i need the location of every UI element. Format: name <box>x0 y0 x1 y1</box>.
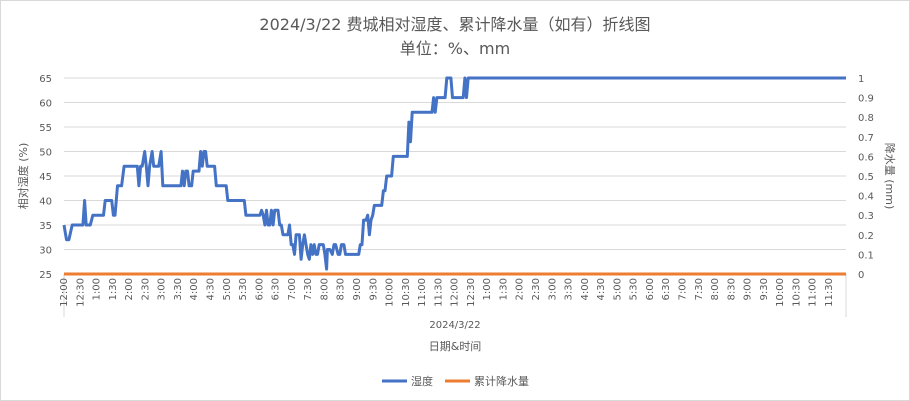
x-tick-23: 11:30 <box>433 278 444 307</box>
x-tick-14: 7:00 <box>287 278 298 300</box>
x-tick-22: 11:00 <box>417 278 428 307</box>
x-tick-12: 6:00 <box>254 278 265 300</box>
x-tick-38: 7:00 <box>678 278 689 300</box>
y-right-tick-0.3: 0.3 <box>858 211 874 222</box>
x-tick-36: 6:00 <box>645 278 656 300</box>
legend: 湿度 累计降水量 <box>382 374 529 388</box>
x-tick-34: 5:00 <box>612 278 623 300</box>
chart-title: 2024/3/22 费城相对湿度、累计降水量（如有）折线图 <box>259 15 650 34</box>
x-tick-41: 8:30 <box>726 278 737 300</box>
chart-subtitle: 单位：%、mm <box>400 39 510 58</box>
x-tick-47: 11:30 <box>824 278 835 307</box>
y-right-tick-0.4: 0.4 <box>858 192 874 203</box>
x-tick-26: 1:00 <box>482 278 493 300</box>
y-right-tick-1: 1 <box>858 74 864 85</box>
x-tick-5: 2:30 <box>140 278 151 300</box>
x-tick-39: 7:30 <box>694 278 705 300</box>
y-left-tick-45: 45 <box>39 172 52 183</box>
y-right-tick-0.6: 0.6 <box>858 152 874 163</box>
x-tick-13: 6:30 <box>271 278 282 300</box>
x-tick-10: 5:00 <box>222 278 233 300</box>
x-tick-45: 10:30 <box>791 278 802 307</box>
x-tick-35: 5:30 <box>629 278 640 300</box>
y-left-tick-50: 50 <box>39 148 52 159</box>
y-right-tick-0.2: 0.2 <box>858 231 874 242</box>
x-tick-6: 3:00 <box>157 278 168 300</box>
x-axis: 12:00 12:30 1:00 1:30 2:00 2:30 3:00 3:30 4:00 4:… <box>59 274 847 317</box>
x-tick-40: 8:00 <box>710 278 721 300</box>
x-tick-19: 9:30 <box>368 278 379 300</box>
y-right-tick-0.8: 0.8 <box>858 113 874 124</box>
x-tick-44: 10:00 <box>775 278 786 307</box>
y-left-tick-25: 25 <box>39 270 52 281</box>
legend-label-precip: 累计降水量 <box>474 374 529 388</box>
x-tick-4: 2:00 <box>124 278 135 300</box>
x-tick-46: 11:00 <box>808 278 819 307</box>
legend-label-humidity: 湿度 <box>411 374 433 388</box>
x-tick-30: 3:00 <box>547 278 558 300</box>
x-axis-group-label: 2024/3/22 <box>429 320 480 331</box>
x-tick-31: 3:30 <box>564 278 575 300</box>
gridlines <box>64 77 846 275</box>
x-tick-9: 4:30 <box>205 278 216 300</box>
x-tick-21: 10:30 <box>401 278 412 307</box>
x-tick-43: 9:30 <box>759 278 770 300</box>
series-line-0 <box>62 76 846 271</box>
x-tick-16: 8:00 <box>319 278 330 300</box>
x-tick-1: 12:30 <box>75 278 86 307</box>
series-group <box>62 76 846 276</box>
y-right-tick-0.1: 0.1 <box>858 250 874 261</box>
y-right-tick-0.5: 0.5 <box>858 172 874 183</box>
x-tick-20: 10:00 <box>385 278 396 307</box>
x-tick-11: 5:30 <box>238 278 249 300</box>
x-tick-25: 12:30 <box>466 278 477 307</box>
x-tick-32: 4:00 <box>580 278 591 300</box>
y-axis-right-label: 降水量 (mm) <box>883 143 897 210</box>
y-left-tick-60: 60 <box>39 99 52 110</box>
y-left-tick-40: 40 <box>39 197 52 208</box>
x-tick-3: 1:30 <box>108 278 119 300</box>
x-tick-29: 2:30 <box>531 278 542 300</box>
x-tick-7: 3:30 <box>173 278 184 300</box>
y-left-tick-35: 35 <box>39 221 52 232</box>
y-axis-left-label: 相对湿度 (%) <box>16 143 30 210</box>
y-left-tick-55: 55 <box>39 123 52 134</box>
y-left-tick-65: 65 <box>39 74 52 85</box>
x-tick-28: 2:00 <box>515 278 526 300</box>
x-tick-17: 8:30 <box>336 278 347 300</box>
y-left-tick-30: 30 <box>39 246 52 257</box>
y-right-tick-0.9: 0.9 <box>858 94 874 105</box>
x-tick-2: 1:00 <box>92 278 103 300</box>
y-right-tick-0: 0 <box>858 270 864 281</box>
x-tick-15: 7:30 <box>303 278 314 300</box>
x-tick-18: 9:00 <box>352 278 363 300</box>
y-axis-right: 0 0.1 0.2 0.3 0.4 0.5 0.6 0.7 0.8 0.9 1 <box>858 74 874 281</box>
y-right-tick-0.7: 0.7 <box>858 133 874 144</box>
y-axis-left: 25 30 35 40 45 50 55 60 65 <box>39 74 52 281</box>
x-tick-33: 4:30 <box>596 278 607 300</box>
x-tick-8: 4:00 <box>189 278 200 300</box>
x-tick-27: 1:30 <box>498 278 509 300</box>
x-tick-37: 6:30 <box>661 278 672 300</box>
x-tick-24: 12:00 <box>450 278 461 307</box>
x-tick-0: 12:00 <box>59 278 70 307</box>
x-axis-label: 日期&时间 <box>429 340 482 353</box>
x-tick-42: 9:00 <box>743 278 754 300</box>
